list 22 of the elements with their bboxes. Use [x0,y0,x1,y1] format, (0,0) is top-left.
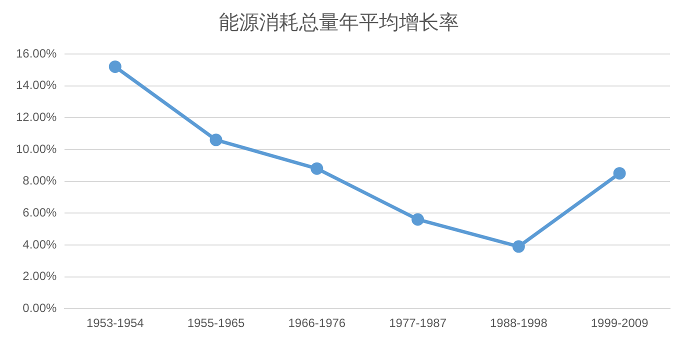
y-tick-label: 14.00% [16,78,58,92]
y-tick-label: 0.00% [22,300,58,315]
y-tick-label: 8.00% [22,174,58,188]
point [310,162,324,175]
y-tick-label: 2.00% [22,269,58,284]
y-tick-label: 6.00% [22,205,58,220]
point [613,167,626,180]
x-tick-label: 1953-1954 [86,316,144,330]
x-tick-label: 1999-2009 [590,316,649,330]
point [108,60,122,73]
x-tick-label: 1955-1965 [187,316,246,330]
point [512,240,525,253]
y-tick-label: 10.00% [16,142,58,156]
y-tick-label: 16.00% [16,46,58,60]
point [210,134,222,146]
x-tick-label: 1966-1976 [288,316,346,330]
x-tick-label: 1977-1987 [389,316,447,330]
chart-title: 能源消耗总量年平均增长率 [219,10,459,34]
y-tick-label: 12.00% [16,110,58,124]
point [412,213,424,226]
y-tick-label: 4.00% [22,237,58,252]
x-tick-label: 1988-1998 [490,316,548,330]
